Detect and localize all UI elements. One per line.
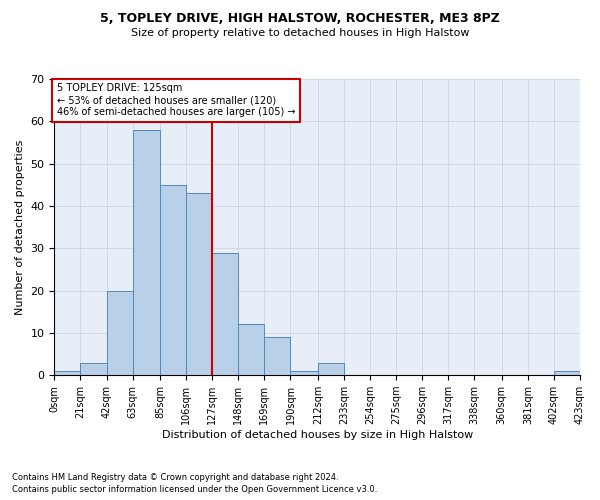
Text: Contains HM Land Registry data © Crown copyright and database right 2024.: Contains HM Land Registry data © Crown c… (12, 472, 338, 482)
Text: Contains public sector information licensed under the Open Government Licence v3: Contains public sector information licen… (12, 485, 377, 494)
Bar (265, 337, 290, 375)
Bar (554, 371, 580, 375)
Y-axis label: Number of detached properties: Number of detached properties (15, 140, 25, 315)
Text: 5, TOPLEY DRIVE, HIGH HALSTOW, ROCHESTER, ME3 8PZ: 5, TOPLEY DRIVE, HIGH HALSTOW, ROCHESTER… (100, 12, 500, 26)
Bar (186, 194, 212, 375)
Bar (55, 371, 80, 375)
Text: Size of property relative to detached houses in High Halstow: Size of property relative to detached ho… (131, 28, 469, 38)
Bar (238, 324, 265, 375)
Bar (133, 130, 160, 375)
Text: 5 TOPLEY DRIVE: 125sqm
← 53% of detached houses are smaller (120)
46% of semi-de: 5 TOPLEY DRIVE: 125sqm ← 53% of detached… (57, 84, 296, 116)
Bar (212, 252, 238, 375)
Bar (290, 371, 318, 375)
Bar (318, 362, 344, 375)
Bar (107, 290, 133, 375)
X-axis label: Distribution of detached houses by size in High Halstow: Distribution of detached houses by size … (161, 430, 473, 440)
Bar (80, 362, 107, 375)
Bar (160, 185, 186, 375)
